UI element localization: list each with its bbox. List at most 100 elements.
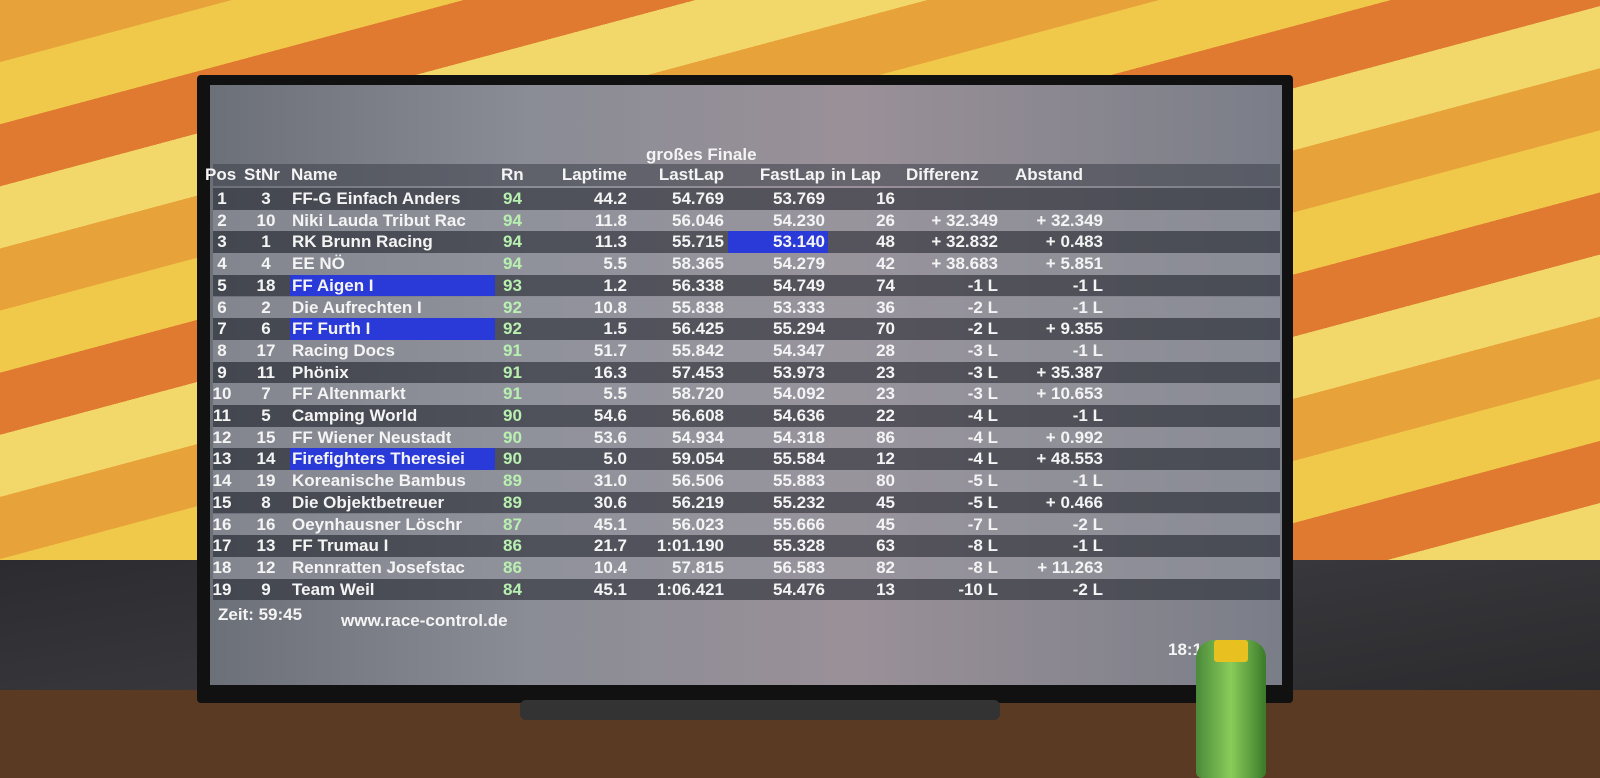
table-cell: 6 xyxy=(217,297,227,317)
table-cell: Die Objektbetreuer xyxy=(292,492,445,512)
table-cell: 17 xyxy=(212,536,232,556)
table-cell: 26 xyxy=(876,210,895,230)
table-cell: 90 xyxy=(503,449,522,469)
table-cell: 10.4 xyxy=(593,557,627,577)
table-cell: -3 L xyxy=(967,384,998,404)
table-cell: 1 xyxy=(261,232,271,252)
table-cell: + 32.832 xyxy=(931,232,998,252)
table-cell: 23 xyxy=(876,384,895,404)
table-cell: 54.934 xyxy=(672,427,724,447)
table-cell: + 32.349 xyxy=(931,210,998,230)
table-cell: 58.365 xyxy=(672,254,724,274)
table-cell: 1 xyxy=(217,189,227,208)
table-cell: 9 xyxy=(261,579,271,599)
table-cell: 53.333 xyxy=(773,297,825,317)
table-cell: 53.140 xyxy=(773,232,825,252)
table-cell: -4 L xyxy=(967,406,998,425)
table-cell: 11.8 xyxy=(594,210,627,230)
table-cell: 55.328 xyxy=(773,536,825,556)
table-cell: 94 xyxy=(503,189,522,208)
row-band xyxy=(213,491,1280,514)
table-cell: 87 xyxy=(503,514,522,534)
table-cell: 28 xyxy=(876,340,895,360)
table-cell: 74 xyxy=(876,275,895,295)
table-cell: 2 xyxy=(261,297,271,317)
highlight xyxy=(728,231,828,254)
table-cell: 22 xyxy=(876,406,895,425)
table-cell: -1 L xyxy=(1072,406,1103,425)
table-cell: Racing Docs xyxy=(292,340,395,360)
table-cell: 5.5 xyxy=(603,254,627,274)
table-cell: + 11.263 xyxy=(1037,557,1103,577)
table-cell: 51.7 xyxy=(593,340,627,360)
table-cell: + 0.483 xyxy=(1045,232,1103,252)
table-cell: 90 xyxy=(503,427,522,447)
table-cell: 86 xyxy=(503,557,522,577)
table-cell: Camping World xyxy=(292,406,418,425)
table-cell: Rennratten Josefstac xyxy=(292,557,465,577)
table-cell: 56.046 xyxy=(672,210,724,230)
table-cell: 55.838 xyxy=(672,297,724,317)
table-cell: + 0.992 xyxy=(1045,427,1103,447)
table-cell: 15 xyxy=(212,492,232,512)
column-header: LastLap xyxy=(658,165,724,184)
table-cell: Team Weil xyxy=(292,579,375,599)
table-cell: 55.294 xyxy=(773,319,825,339)
table-cell: 11 xyxy=(213,406,231,425)
table-cell: FF Altenmarkt xyxy=(292,384,406,404)
table-cell: -1 L xyxy=(1072,471,1103,491)
table-cell: Niki Lauda Tribut Rac xyxy=(292,210,466,230)
table-cell: 53.6 xyxy=(593,427,627,447)
table-cell: 89 xyxy=(503,471,522,491)
column-header: Differenz xyxy=(906,165,979,184)
table-cell: 63 xyxy=(876,536,895,556)
table-cell: 57.453 xyxy=(672,362,724,382)
table-cell: 11 xyxy=(257,362,275,382)
table-cell: 45 xyxy=(876,492,895,512)
table-cell: 9 xyxy=(217,362,227,382)
table-cell: 56.023 xyxy=(672,514,724,534)
table-cell: 1.2 xyxy=(603,275,627,295)
table-cell: 13 xyxy=(212,449,232,469)
table-cell: -2 L xyxy=(1072,579,1103,599)
table-cell: FF Wiener Neustadt xyxy=(292,427,452,447)
table-cell: 18 xyxy=(256,275,276,295)
table-cell: 54.476 xyxy=(773,579,825,599)
table-cell: Die Aufrechten I xyxy=(292,297,422,317)
table-cell: FF Trumau I xyxy=(292,536,389,556)
highlight xyxy=(290,318,495,340)
table-cell: 55.883 xyxy=(773,471,825,491)
table-cell: 94 xyxy=(503,232,522,252)
table-cell: 90 xyxy=(503,406,522,425)
table-cell: -5 L xyxy=(967,492,998,512)
time: Zeit: 59:45 xyxy=(218,605,303,624)
column-header: Rn xyxy=(501,165,524,184)
table-cell: 53.769 xyxy=(773,189,825,208)
column-header: Pos xyxy=(205,165,237,184)
row-band xyxy=(213,188,1280,210)
table-cell: 16 xyxy=(876,189,895,208)
table-cell: 54.347 xyxy=(773,340,825,360)
table-cell: Koreanische Bambus xyxy=(292,471,466,491)
table-cell: 14 xyxy=(212,471,232,491)
clock: 18:1 xyxy=(1168,640,1203,659)
header-band xyxy=(213,164,1280,186)
row-band xyxy=(213,578,1280,601)
column-header: StNr xyxy=(244,165,280,184)
table-cell: 13 xyxy=(876,579,895,599)
table-cell: 54.092 xyxy=(773,384,825,404)
table-cell: 84 xyxy=(503,579,522,599)
row-band xyxy=(213,535,1280,557)
table-cell: -5 L xyxy=(967,471,998,491)
table-cell: 8 xyxy=(261,492,271,512)
table-cell: 45.1 xyxy=(593,579,627,599)
row-band xyxy=(213,361,1280,384)
table-cell: FF Furth I xyxy=(292,319,371,339)
table-cell: 54.318 xyxy=(773,427,825,447)
table-cell: 12 xyxy=(876,449,895,469)
table-cell: -2 L xyxy=(967,297,998,317)
table-cell: -1 L xyxy=(1072,536,1103,556)
table-cell: -8 L xyxy=(967,557,998,577)
